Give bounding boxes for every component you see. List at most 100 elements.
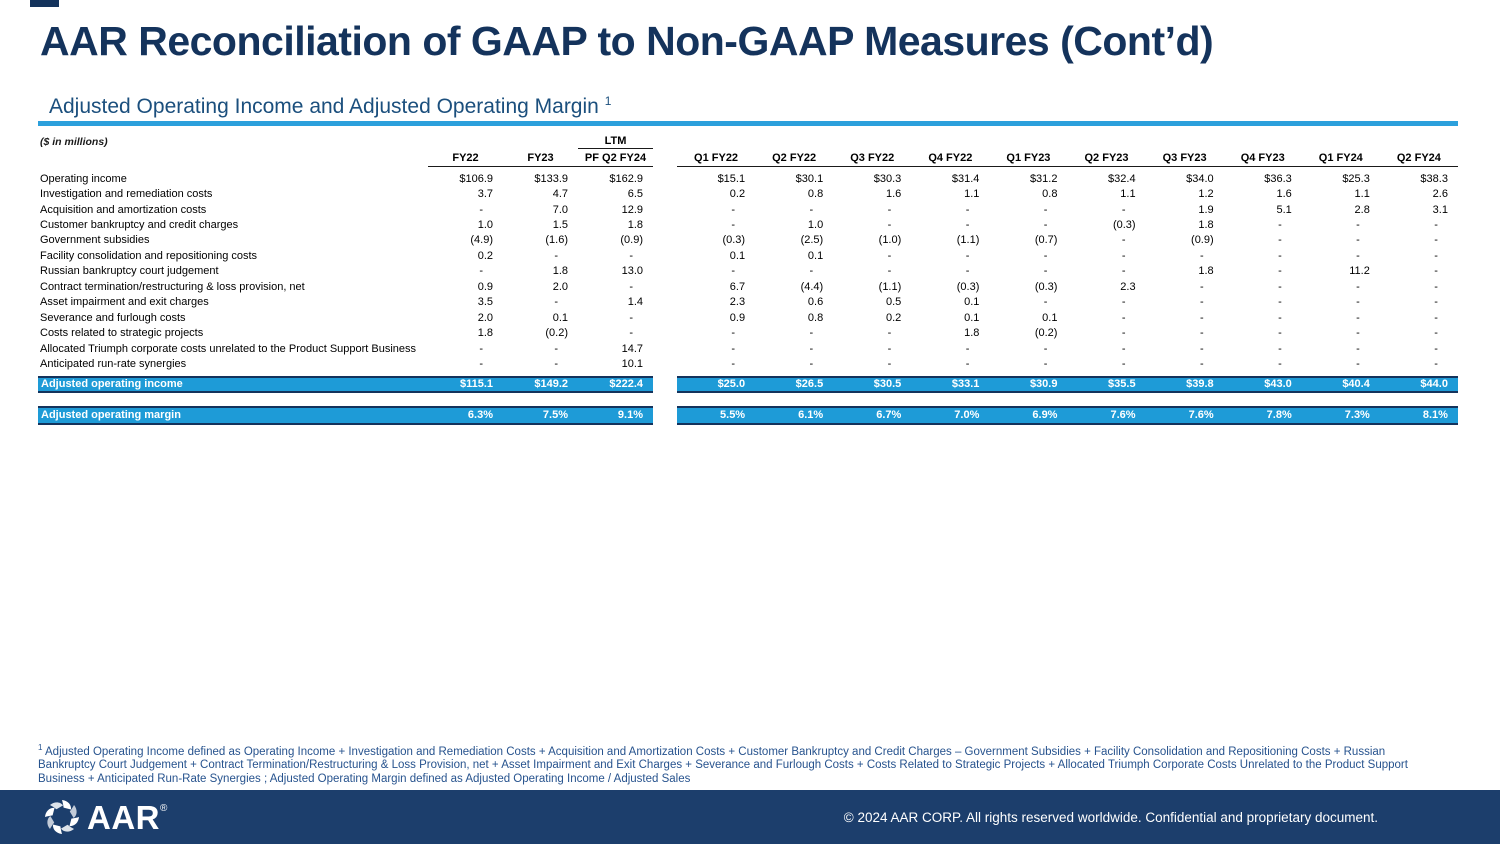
value-cell: $33.1 — [951, 378, 980, 391]
value-cell: 1.8 — [1198, 219, 1214, 232]
value-cell: 7.8% — [1266, 409, 1292, 422]
value-cell: $30.1 — [795, 172, 824, 185]
value-cell: - — [629, 327, 633, 340]
value-cell: - — [1199, 357, 1204, 370]
column-header: Q3 FY23 — [1145, 152, 1224, 167]
value-cell: 2.0 — [477, 311, 493, 324]
aar-logo: AAR® — [42, 797, 168, 837]
units-note: ($ in millions) — [40, 135, 108, 148]
adjusted-operating-income-label: Adjusted operating income — [41, 378, 183, 391]
column-header: FY22 — [428, 152, 503, 167]
value-cell: $222.4 — [609, 378, 643, 391]
value-cell: - — [479, 342, 483, 355]
value-cell: - — [887, 342, 892, 355]
value-cell: 7.3% — [1344, 409, 1370, 422]
column-header: Q3 FY22 — [833, 152, 912, 167]
value-cell: - — [1278, 219, 1282, 232]
value-cell: $44.0 — [1420, 378, 1448, 391]
copyright-text: © 2024 AAR CORP. All rights reserved wor… — [843, 809, 1378, 825]
reconciliation-table: ($ in millions) LTM FY22 FY23 PF Q2 FY24 Q1… — [38, 134, 1458, 425]
value-cell: 0.1 — [964, 296, 980, 309]
value-cell: 1.8 — [627, 219, 643, 232]
column-gap — [653, 406, 677, 425]
column-header: Q4 FY23 — [1223, 152, 1302, 167]
value-cell: - — [731, 265, 736, 278]
value-cell: (0.3) — [956, 280, 980, 293]
table-row: Contract termination/restructuring & los… — [38, 279, 1458, 294]
value-cell: $36.3 — [1264, 172, 1292, 185]
table-row: Allocated Triumph corporate costs unrela… — [38, 341, 1458, 356]
value-cell: $43.0 — [1264, 378, 1292, 391]
value-cell: $162.9 — [609, 172, 643, 185]
row-label: Acquisition and amortization costs — [40, 203, 207, 216]
value-cell: - — [1434, 265, 1438, 278]
value-cell: - — [809, 342, 814, 355]
value-cell: - — [1121, 342, 1126, 355]
table-row: Customer bankruptcy and credit charges 1.… — [38, 217, 1458, 232]
corner-notch — [30, 0, 59, 7]
value-cell: - — [1043, 203, 1048, 216]
value-cell: - — [629, 249, 633, 262]
table-header-row-2: FY22 FY23 PF Q2 FY24 Q1 FY22 Q2 FY22 Q3 FY22 Q… — [38, 149, 1458, 167]
value-cell: - — [965, 219, 970, 232]
row-label: Allocated Triumph corporate costs unrela… — [40, 342, 417, 355]
value-cell: 1.6 — [885, 188, 902, 201]
table-row: Asset impairment and exit charges 3.5 - 1.4… — [38, 295, 1458, 310]
value-cell: (0.3) — [722, 234, 746, 247]
table-row: Facility consolidation and repositioning… — [38, 248, 1458, 263]
value-cell: 14.7 — [621, 342, 643, 355]
value-cell: $25.3 — [1342, 172, 1370, 185]
row-label: Severance and furlough costs — [40, 311, 186, 324]
table-row: Anticipated run-rate synergies - - 10.1 - - - -… — [38, 356, 1458, 371]
value-cell: 7.6% — [1188, 409, 1214, 422]
value-cell: 5.1 — [1276, 203, 1292, 216]
value-cell: (4.4) — [800, 280, 824, 293]
value-cell: 13.0 — [621, 265, 643, 278]
value-cell: - — [1356, 327, 1360, 340]
value-cell: $30.5 — [873, 378, 902, 391]
value-cell: - — [1043, 265, 1048, 278]
value-cell: 0.9 — [477, 280, 493, 293]
value-cell: (0.9) — [620, 234, 643, 247]
value-cell: 6.9% — [1032, 409, 1058, 422]
value-cell: 5.5% — [720, 409, 746, 422]
value-cell: - — [1356, 219, 1360, 232]
value-cell: - — [731, 203, 736, 216]
value-cell: - — [479, 357, 483, 370]
table-row: Russian bankruptcy court judgement - 1.8 13… — [38, 264, 1458, 279]
subtitle-footnote-marker: 1 — [604, 94, 612, 108]
column-header: Q1 FY24 — [1301, 152, 1380, 167]
value-cell: 3.7 — [477, 188, 493, 201]
value-cell: (2.5) — [800, 234, 824, 247]
value-cell: 6.3% — [467, 409, 493, 422]
value-cell: 0.8 — [807, 188, 824, 201]
value-cell: 1.9 — [1198, 203, 1214, 216]
row-label: Operating income — [40, 172, 127, 185]
aar-swirl-icon — [45, 800, 79, 834]
column-header: Q1 FY22 — [677, 152, 756, 167]
value-cell: $35.5 — [1108, 378, 1136, 391]
value-cell: $38.3 — [1420, 172, 1448, 185]
table-row: Acquisition and amortization costs - 7.0 12… — [38, 202, 1458, 217]
value-cell: 6.5 — [627, 188, 643, 201]
value-cell: - — [731, 342, 736, 355]
value-cell: - — [1043, 249, 1048, 262]
value-cell: (0.3) — [1112, 219, 1136, 232]
adjusted-operating-margin-row: Adjusted operating margin 6.3% 7.5% 9.1% 5.5… — [38, 405, 1458, 425]
value-cell: - — [1043, 342, 1048, 355]
adjusted-operating-income-annual-segment: Adjusted operating income $115.1 $149.2 $22… — [38, 375, 653, 393]
value-cell: - — [1278, 265, 1282, 278]
value-cell: 1.1 — [1120, 188, 1136, 201]
adjusted-operating-income-quarterly-segment: $25.0 $26.5 $30.5 $33.1 $30.9 $35.5 $39.8 $43.0… — [677, 375, 1458, 393]
value-cell: - — [1199, 280, 1204, 293]
value-cell: - — [1278, 280, 1282, 293]
value-cell: 0.5 — [885, 296, 902, 309]
aar-logo-text: AAR® — [87, 798, 168, 836]
adjusted-operating-margin-quarterly-segment: 5.5% 6.1% 6.7% 7.0% 6.9% 7.6% 7.6% 7.8% 7.3% 8.1% — [677, 405, 1458, 425]
value-cell: $15.1 — [717, 172, 746, 185]
value-cell: 0.1 — [807, 249, 824, 262]
value-cell: - — [809, 327, 814, 340]
value-cell: - — [809, 357, 814, 370]
value-cell: - — [1199, 342, 1204, 355]
